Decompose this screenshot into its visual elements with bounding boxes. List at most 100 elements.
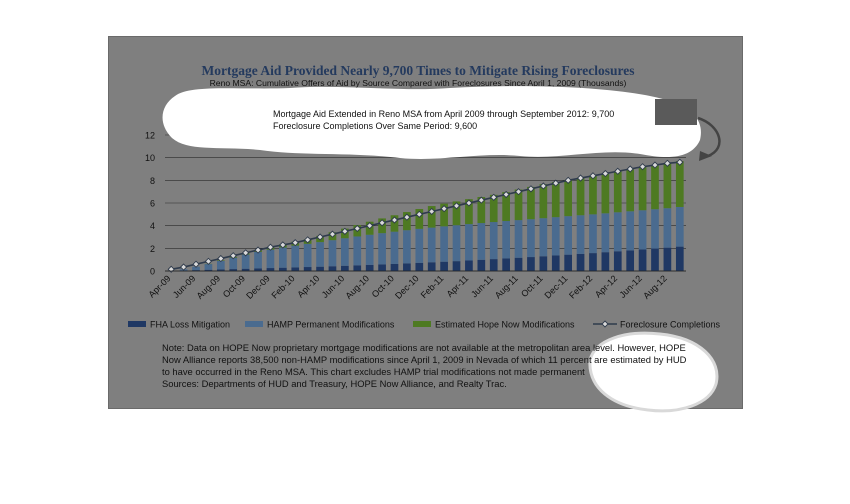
x-tick-label: Dec-11	[542, 273, 569, 300]
bar-segment-estimated-hope-now-modifications	[539, 184, 548, 219]
foreclosure-point	[465, 199, 473, 207]
foreclosure-point	[266, 243, 275, 251]
x-tick-label: Feb-10	[269, 273, 296, 300]
foreclosure-point	[204, 257, 213, 266]
y-tick-label: 8	[150, 176, 155, 186]
bar-segment-hamp-permanent-modifications	[440, 226, 448, 262]
bar-segment-fha-loss-mitigation	[626, 250, 635, 271]
foreclosure-point	[316, 233, 324, 241]
bar-segment-hamp-permanent-modifications	[427, 227, 436, 263]
bar-segment-estimated-hope-now-modifications	[651, 165, 659, 210]
y-tick-label: 4	[150, 221, 155, 231]
bar-segment-estimated-hope-now-modifications	[551, 182, 560, 218]
bar-segment-fha-loss-mitigation	[440, 261, 448, 271]
foreclosure-point	[564, 176, 572, 184]
bar-segment-fha-loss-mitigation	[465, 260, 473, 271]
y-tick-label: 10	[145, 153, 155, 163]
x-tick-label: Feb-11	[419, 273, 446, 300]
bar-segment-estimated-hope-now-modifications	[613, 171, 622, 213]
note-line-1: Note: Data on HOPE Now proprietary mortg…	[162, 342, 686, 353]
foreclosure-point	[502, 190, 510, 199]
bar-segment-hamp-permanent-modifications	[527, 219, 535, 258]
foreclosure-point	[428, 207, 436, 216]
foreclosure-point	[254, 246, 262, 254]
bar-segment-fha-loss-mitigation	[663, 247, 672, 271]
bar-segment-estimated-hope-now-modifications	[415, 209, 424, 229]
bottom-cloud	[588, 331, 719, 413]
x-tick-label: Dec-10	[393, 273, 421, 301]
legend-swatch	[128, 321, 146, 327]
x-axis: Apr-09Jun-09Aug-09Oct-09Dec-09Feb-10Apr-…	[146, 270, 686, 301]
x-tick-label: Apr-09	[146, 273, 172, 299]
foreclosure-point	[527, 185, 535, 193]
bar-segment-fha-loss-mitigation	[216, 269, 225, 271]
bar-segment-hamp-permanent-modifications	[303, 243, 312, 268]
y-tick-label: 12	[145, 131, 155, 141]
foreclosure-point	[341, 227, 349, 235]
bar-segment-fha-loss-mitigation	[427, 262, 436, 271]
bar-segment-estimated-hope-now-modifications	[663, 163, 672, 209]
foreclosure-point	[291, 239, 299, 247]
bar-segment-fha-loss-mitigation	[403, 263, 411, 271]
foreclosure-point	[589, 172, 597, 180]
bar-segment-fha-loss-mitigation	[576, 253, 585, 271]
x-tick-label: Jun-11	[469, 273, 495, 299]
callout-arrowhead	[699, 151, 712, 161]
bar-segment-hamp-permanent-modifications	[452, 225, 461, 262]
bar-segment-estimated-hope-now-modifications	[576, 177, 585, 216]
foreclosure-point	[192, 260, 200, 268]
callout-box	[655, 99, 697, 125]
bar-segment-hamp-permanent-modifications	[601, 213, 610, 253]
bar-segment-fha-loss-mitigation	[266, 268, 275, 271]
x-tick-label: Aug-11	[493, 273, 520, 300]
legend-label: Foreclosure Completions	[620, 320, 721, 330]
bar-segment-hamp-permanent-modifications	[415, 228, 424, 263]
foreclosure-point	[403, 213, 411, 221]
foreclosure-point	[552, 179, 560, 187]
bar-segment-hamp-permanent-modifications	[465, 224, 473, 261]
x-tick-label: Aug-10	[343, 273, 371, 301]
y-tick-label: 6	[150, 199, 155, 209]
bar-segment-estimated-hope-now-modifications	[465, 199, 473, 225]
foreclosure-point	[415, 210, 423, 218]
bar-segment-hamp-permanent-modifications	[626, 211, 635, 251]
bar-segment-estimated-hope-now-modifications	[502, 192, 510, 222]
bar-segment-hamp-permanent-modifications	[204, 264, 213, 270]
bar-segment-hamp-permanent-modifications	[675, 206, 684, 247]
bar-segment-fha-loss-mitigation	[303, 267, 312, 271]
bar-segment-fha-loss-mitigation	[241, 268, 250, 271]
legend-swatch-marker	[601, 320, 609, 328]
bar-segment-hamp-permanent-modifications	[390, 231, 399, 264]
x-tick-label: Oct-09	[221, 273, 247, 299]
bar-segment-fha-loss-mitigation	[353, 265, 362, 271]
x-tick-label: Feb-12	[567, 273, 594, 300]
x-tick-label: Apr-12	[593, 273, 619, 299]
bar-segment-hamp-permanent-modifications	[192, 266, 200, 271]
foreclosure-point	[378, 219, 386, 227]
bar-segment-fha-loss-mitigation	[551, 255, 560, 271]
y-tick-label: 0	[150, 267, 155, 277]
bar-segment-fha-loss-mitigation	[390, 263, 399, 271]
x-tick-label: Apr-10	[295, 273, 321, 299]
annotation-foreclosures: Foreclosure Completions Over Same Period…	[273, 121, 477, 131]
bar-segment-fha-loss-mitigation	[415, 262, 424, 271]
bar-segment-fha-loss-mitigation	[291, 267, 300, 271]
bar-segment-estimated-hope-now-modifications	[675, 161, 684, 207]
foreclosure-point	[353, 224, 361, 233]
bar-segment-hamp-permanent-modifications	[613, 212, 622, 252]
foreclosure-point	[576, 174, 585, 182]
legend-label: FHA Loss Mitigation	[150, 320, 230, 330]
bar-segment-hamp-permanent-modifications	[663, 208, 672, 248]
bar-segment-hamp-permanent-modifications	[378, 233, 386, 265]
bar-segment-hamp-permanent-modifications	[564, 216, 573, 255]
annotation-aid-extended: Mortgage Aid Extended in Reno MSA from A…	[273, 109, 614, 119]
foreclosure-point	[452, 202, 461, 210]
bar-segment-fha-loss-mitigation	[601, 252, 610, 271]
chart-subtitle: Reno MSA: Cumulative Offers of Aid by So…	[210, 78, 627, 88]
x-tick-label: Dec-09	[244, 273, 272, 301]
foreclosure-point	[328, 230, 337, 238]
foreclosure-point	[179, 263, 188, 271]
bar-segment-fha-loss-mitigation	[651, 248, 659, 271]
foreclosure-point	[241, 249, 250, 257]
